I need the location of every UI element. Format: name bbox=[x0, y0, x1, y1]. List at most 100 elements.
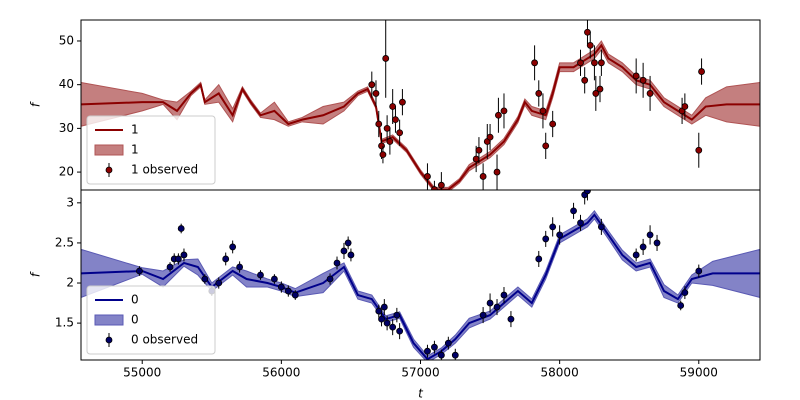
observed-point bbox=[277, 283, 285, 291]
observed-point bbox=[586, 41, 594, 49]
observed-point bbox=[291, 291, 299, 299]
observed-point bbox=[681, 289, 689, 297]
observed-point bbox=[389, 103, 397, 110]
legend-label: 1 bbox=[131, 143, 139, 157]
observed-point bbox=[486, 133, 494, 141]
observed-point bbox=[236, 263, 244, 271]
observed-point bbox=[597, 223, 605, 231]
observed-point bbox=[424, 173, 431, 180]
legend-box bbox=[86, 285, 216, 355]
confidence-band bbox=[81, 40, 760, 190]
y-tick-label: 1.5 bbox=[55, 316, 74, 330]
observed-point bbox=[549, 120, 557, 128]
observed-point bbox=[646, 231, 654, 239]
observed-point bbox=[344, 239, 352, 247]
legend-swatch bbox=[105, 166, 113, 174]
observed-point bbox=[500, 107, 508, 115]
observed-point bbox=[284, 287, 292, 295]
observed-point bbox=[383, 124, 391, 132]
y-axis-label: f bbox=[29, 271, 43, 277]
observed-point bbox=[174, 255, 182, 263]
observed-point bbox=[695, 146, 703, 154]
legend-swatch bbox=[94, 314, 124, 326]
observed-point bbox=[396, 327, 404, 335]
observed-point bbox=[257, 271, 264, 279]
observed-point bbox=[380, 303, 388, 311]
observed-point bbox=[535, 255, 543, 263]
observed-point bbox=[378, 315, 385, 323]
legend: 0 0 0 observed bbox=[86, 285, 216, 355]
observed-point bbox=[368, 81, 376, 89]
observed-point bbox=[597, 59, 605, 67]
y-tick-label: 40 bbox=[59, 77, 74, 91]
legend-label: 0 bbox=[131, 313, 139, 327]
observed-point bbox=[378, 142, 385, 150]
observed-point bbox=[375, 120, 383, 128]
observed-point bbox=[372, 90, 380, 97]
observed-point bbox=[382, 55, 390, 62]
axes-frame bbox=[80, 189, 761, 361]
y-tick-label: 50 bbox=[59, 33, 74, 47]
observed-point bbox=[584, 190, 591, 195]
legend: 1 1 1 observed bbox=[86, 115, 216, 185]
observed-point bbox=[577, 219, 584, 227]
legend-label: 0 observed bbox=[131, 333, 198, 347]
observed-point bbox=[591, 59, 598, 67]
observed-point bbox=[646, 90, 654, 97]
observed-point bbox=[581, 76, 589, 84]
legend-label: 1 bbox=[131, 123, 139, 137]
observed-point bbox=[584, 28, 591, 36]
legend-box bbox=[86, 115, 216, 185]
observed-point bbox=[632, 72, 640, 80]
observed-point bbox=[475, 146, 483, 154]
observed-point bbox=[177, 225, 185, 232]
observed-point bbox=[393, 311, 401, 319]
y-axis-label: f bbox=[29, 101, 43, 107]
x-tick-label: 59000 bbox=[680, 366, 718, 380]
observed-point bbox=[444, 339, 452, 347]
observed-point bbox=[677, 302, 685, 309]
observed-point bbox=[592, 90, 600, 97]
observed-point bbox=[431, 343, 438, 351]
observed-point bbox=[136, 267, 143, 275]
observed-point bbox=[479, 173, 487, 180]
y-tick-label: 2.5 bbox=[55, 235, 74, 249]
observed-point bbox=[472, 155, 480, 163]
observed-point bbox=[535, 90, 543, 97]
observed-point bbox=[437, 181, 445, 189]
observed-point bbox=[215, 279, 223, 287]
observed-point bbox=[495, 111, 502, 119]
y-tick-label: 20 bbox=[59, 165, 74, 179]
observed-point bbox=[347, 251, 355, 259]
observed-point bbox=[542, 235, 550, 243]
observed-point bbox=[222, 255, 230, 263]
legend-swatch bbox=[105, 336, 113, 344]
observed-point bbox=[681, 103, 689, 110]
observed-point bbox=[180, 251, 188, 259]
y-tick-label: 3 bbox=[66, 195, 74, 209]
observed-point bbox=[333, 259, 341, 267]
observed-point bbox=[166, 263, 174, 271]
observed-point bbox=[486, 299, 494, 307]
observed-point bbox=[392, 116, 399, 124]
observed-point bbox=[399, 98, 406, 106]
observed-point bbox=[383, 319, 391, 327]
observed-point bbox=[326, 275, 334, 283]
observed-point bbox=[375, 307, 383, 315]
observed-point bbox=[424, 347, 431, 355]
observed-point bbox=[632, 251, 640, 259]
observed-point bbox=[386, 138, 394, 145]
x-tick-label: 55000 bbox=[123, 366, 161, 380]
observed-point bbox=[271, 275, 278, 283]
observed-point bbox=[698, 68, 705, 75]
observed-point bbox=[539, 107, 547, 115]
observed-point bbox=[596, 85, 604, 93]
observed-point bbox=[542, 142, 550, 150]
observed-point bbox=[389, 323, 397, 331]
observed-point bbox=[556, 231, 564, 239]
y-tick-label: 2 bbox=[66, 276, 74, 290]
observed-point bbox=[451, 351, 459, 359]
y-tick-label: 30 bbox=[59, 121, 74, 135]
observed-point bbox=[549, 223, 557, 231]
